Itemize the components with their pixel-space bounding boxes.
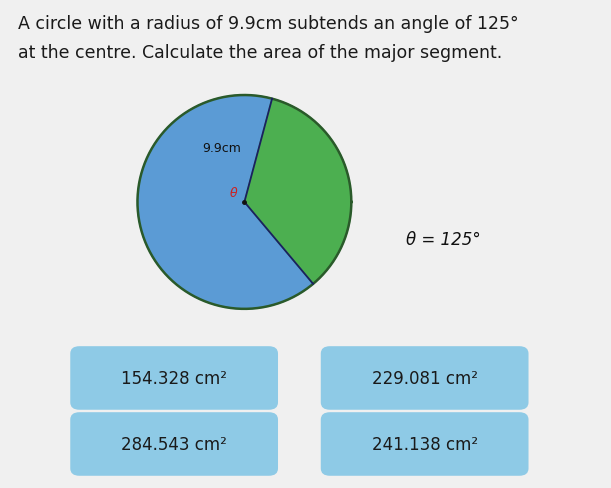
Text: 241.138 cm²: 241.138 cm² (371, 435, 478, 453)
Polygon shape (137, 96, 313, 309)
Text: 9.9cm: 9.9cm (202, 142, 241, 154)
Text: 284.543 cm²: 284.543 cm² (121, 435, 227, 453)
Text: θ = 125°: θ = 125° (406, 231, 481, 249)
Text: $\theta$: $\theta$ (229, 186, 238, 200)
Polygon shape (244, 100, 351, 285)
FancyBboxPatch shape (70, 412, 278, 476)
FancyBboxPatch shape (321, 412, 529, 476)
Text: A circle with a radius of 9.9cm subtends an angle of 125°: A circle with a radius of 9.9cm subtends… (18, 15, 519, 33)
Text: at the centre. Calculate the area of the major segment.: at the centre. Calculate the area of the… (18, 44, 503, 62)
Text: 229.081 cm²: 229.081 cm² (371, 369, 478, 387)
FancyBboxPatch shape (70, 346, 278, 410)
Text: 154.328 cm²: 154.328 cm² (121, 369, 227, 387)
FancyBboxPatch shape (321, 346, 529, 410)
